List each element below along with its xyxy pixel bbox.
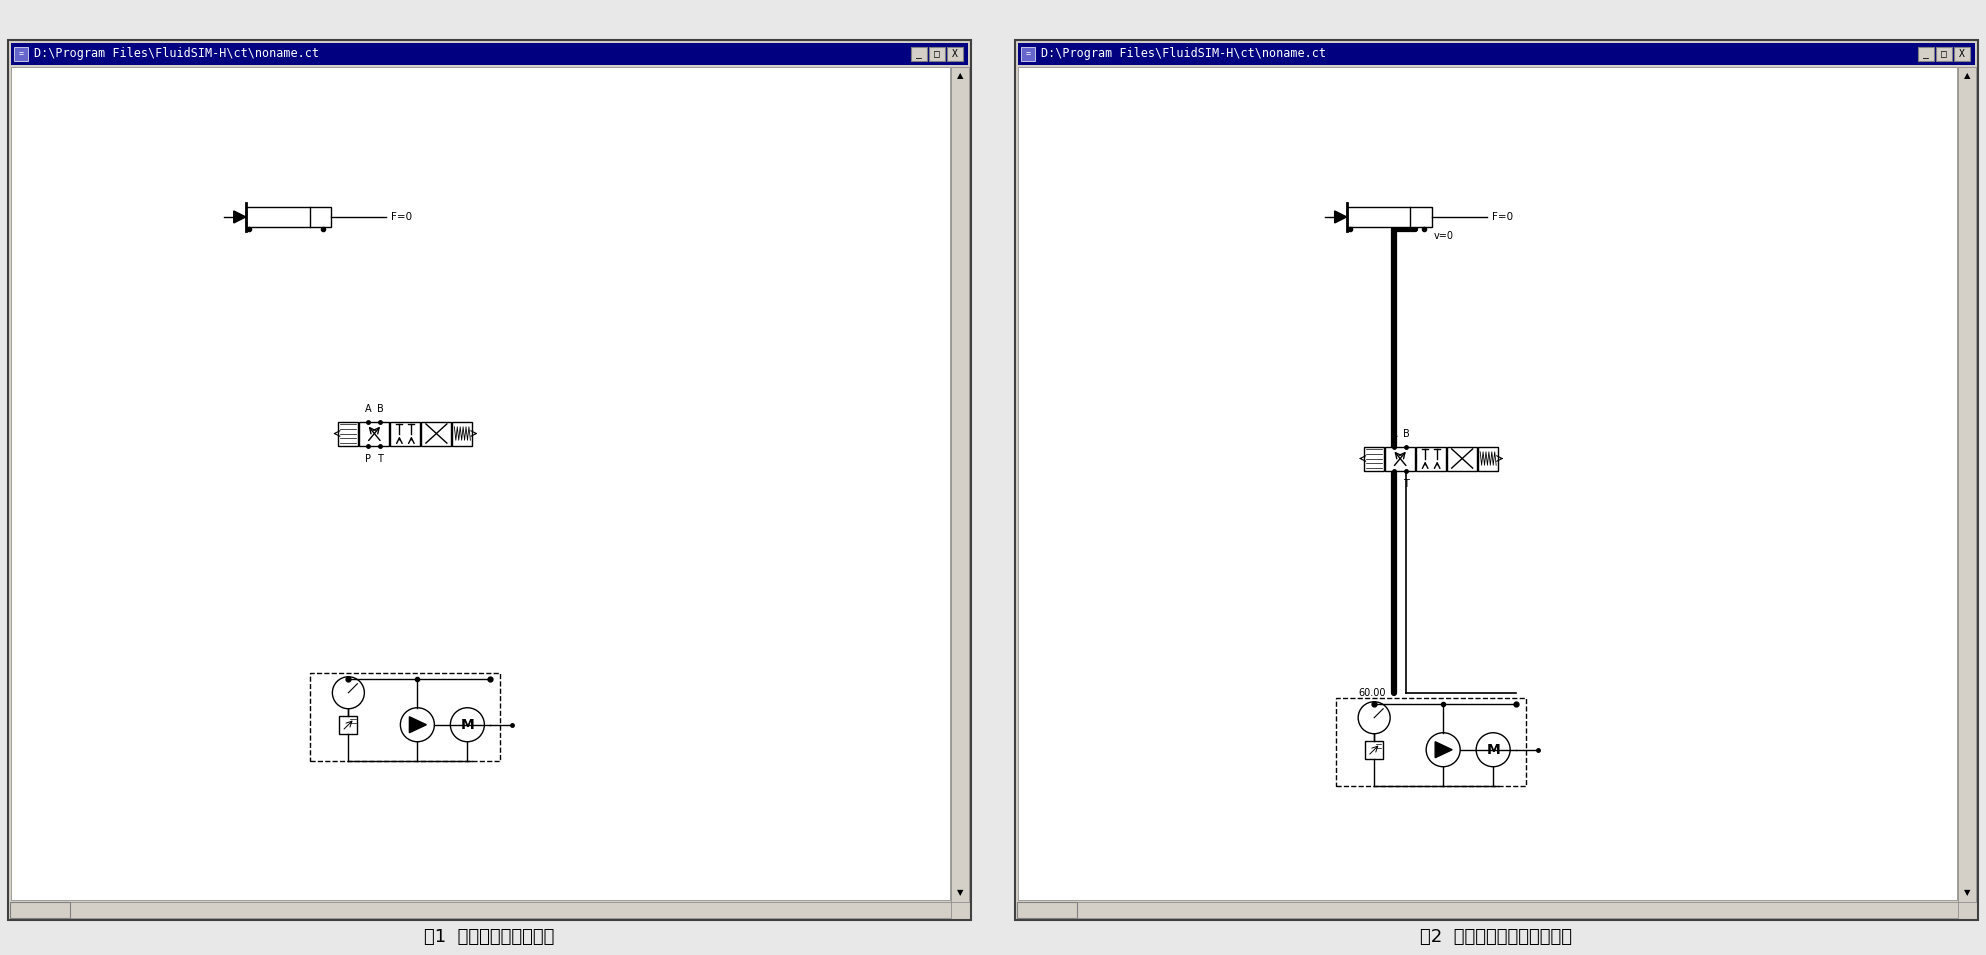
Text: □: □ — [1940, 49, 1946, 59]
Text: ▲: ▲ — [1964, 72, 1970, 80]
Text: X: X — [951, 49, 957, 59]
Bar — [1017, 902, 1076, 918]
Bar — [1019, 43, 1974, 65]
Circle shape — [451, 708, 485, 742]
Bar — [947, 47, 963, 61]
Text: F=0: F=0 — [1491, 212, 1513, 222]
Text: 图2  液压回路仿真运行示意图: 图2 液压回路仿真运行示意图 — [1420, 928, 1573, 946]
Bar — [340, 715, 357, 733]
Bar — [951, 67, 969, 902]
Bar — [1448, 447, 1478, 471]
Text: M: M — [461, 718, 475, 732]
Text: A: A — [365, 404, 371, 414]
Bar — [359, 421, 389, 446]
Circle shape — [1476, 732, 1509, 767]
Bar — [1958, 67, 1976, 902]
Bar — [8, 40, 971, 920]
Text: A: A — [1390, 429, 1398, 438]
Bar — [421, 421, 451, 446]
Bar — [12, 43, 967, 65]
Bar — [912, 47, 927, 61]
Bar — [1384, 447, 1416, 471]
Text: P: P — [365, 454, 371, 463]
Bar — [1021, 47, 1035, 61]
Text: =: = — [18, 50, 24, 58]
Polygon shape — [409, 717, 427, 732]
Bar — [1936, 47, 1952, 61]
Bar — [338, 421, 357, 446]
Text: F=0: F=0 — [391, 212, 411, 222]
Text: =: = — [1025, 50, 1031, 58]
Bar — [1364, 447, 1384, 471]
Bar — [12, 67, 949, 900]
Text: T: T — [1404, 478, 1410, 489]
Polygon shape — [1335, 211, 1347, 223]
Text: _: _ — [1922, 49, 1928, 59]
Text: B: B — [377, 404, 383, 414]
Bar — [1015, 40, 1978, 920]
Circle shape — [332, 677, 363, 709]
Text: M: M — [1486, 743, 1499, 756]
Bar — [391, 421, 421, 446]
Bar — [1478, 447, 1497, 471]
Bar — [1347, 207, 1432, 227]
Text: D:\Program Files\FluidSIM-H\ct\noname.ct: D:\Program Files\FluidSIM-H\ct\noname.ct — [34, 48, 320, 60]
Circle shape — [1426, 732, 1460, 767]
Text: □: □ — [933, 49, 939, 59]
Polygon shape — [234, 211, 246, 223]
Polygon shape — [1436, 742, 1452, 757]
Text: P: P — [1390, 478, 1398, 489]
Text: ▼: ▼ — [1964, 888, 1970, 898]
Bar — [1017, 902, 1958, 918]
Bar — [1019, 67, 1956, 900]
Text: X: X — [1958, 49, 1964, 59]
Text: B: B — [1402, 429, 1410, 438]
Text: _: _ — [916, 49, 922, 59]
Bar — [10, 902, 951, 918]
Bar — [1337, 698, 1525, 786]
Text: v=0: v=0 — [1434, 231, 1454, 241]
Bar — [929, 47, 945, 61]
Circle shape — [401, 708, 435, 742]
Bar — [246, 207, 332, 227]
Text: 图1  元件图的绘制示意图: 图1 元件图的绘制示意图 — [425, 928, 554, 946]
Bar — [1918, 47, 1934, 61]
Bar — [1954, 47, 1970, 61]
Bar — [10, 902, 70, 918]
Circle shape — [1358, 702, 1390, 733]
Text: 60.00: 60.00 — [1358, 688, 1386, 698]
Text: ▲: ▲ — [957, 72, 963, 80]
Text: T: T — [377, 454, 383, 463]
Text: D:\Program Files\FluidSIM-H\ct\noname.ct: D:\Program Files\FluidSIM-H\ct\noname.ct — [1041, 48, 1327, 60]
Bar — [1416, 447, 1446, 471]
Bar — [14, 47, 28, 61]
Bar — [453, 421, 473, 446]
Bar — [1364, 741, 1382, 758]
Bar — [310, 672, 500, 761]
Text: ▼: ▼ — [957, 888, 963, 898]
